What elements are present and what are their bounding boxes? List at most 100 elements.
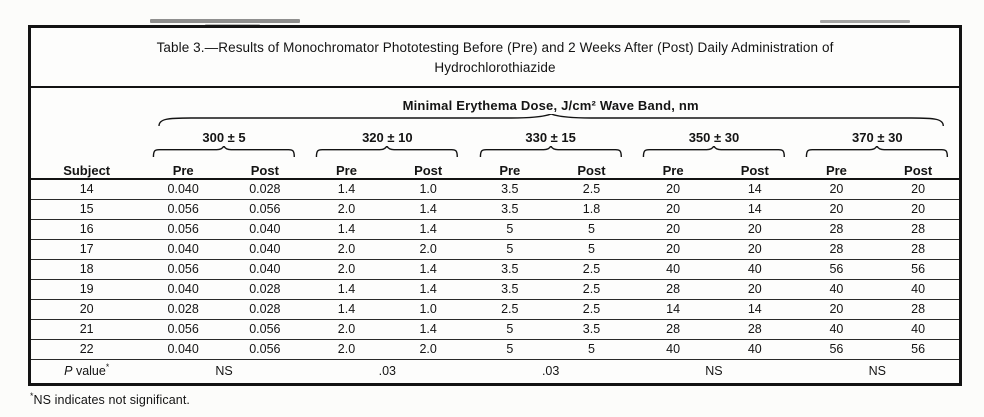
subject-cell: 19 — [31, 278, 143, 299]
pre-column-header: Pre — [142, 158, 225, 180]
value-cell: 3.5 — [501, 182, 519, 197]
p-value-row: P value* NS .03 .03 NS NS — [31, 358, 959, 383]
post-column-header: Post — [713, 158, 796, 180]
value-cell: 20 — [713, 218, 796, 239]
pre-column-header: Pre — [632, 158, 714, 180]
value-cell: 56 — [795, 258, 878, 279]
p-value-cell: NS — [795, 358, 959, 383]
subject-column-header: Subject — [31, 158, 143, 180]
value-cell: 1.4 — [305, 278, 388, 299]
value-cell: 20 — [632, 238, 714, 259]
post-column-header: Post — [550, 158, 633, 180]
value-cell: 2.0 — [387, 338, 469, 359]
value-cell: 20 — [877, 198, 959, 219]
subject-cell: 16 — [31, 218, 143, 239]
empty-cell — [31, 145, 142, 158]
value-cell: 3.5 — [468, 278, 551, 299]
value-cell: 3.5 — [550, 318, 633, 339]
value-cell: 28 — [713, 318, 796, 339]
wave-band-row: 300 ± 5 320 ± 10 330 ± 15 350 ± 30 370 ±… — [31, 126, 959, 145]
value-cell: 28 — [795, 238, 878, 259]
wave-band-label: 320 ± 10 — [362, 130, 413, 145]
value-cell: 0.040 — [142, 238, 225, 259]
value-cell: 0.040 — [224, 218, 306, 239]
table-row: 15 0.056 0.056 2.0 1.4 3.5 1.8 20 14 20 20 — [31, 198, 959, 219]
empty-cell — [31, 126, 142, 145]
value-cell: 2.0 — [305, 318, 388, 339]
subject-cell: 14 — [79, 182, 94, 197]
brace-decoration — [796, 145, 959, 158]
value-cell: 1.4 — [387, 258, 469, 279]
wave-band-label: 370 ± 30 — [852, 130, 903, 145]
value-cell: 3.5 — [468, 198, 551, 219]
value-cell: 0.028 — [224, 278, 306, 299]
value-cell: 28 — [632, 278, 714, 299]
subject-cell: 15 — [31, 198, 143, 219]
value-cell: 28 — [632, 318, 714, 339]
value-cell: 20 — [911, 182, 926, 197]
value-cell: 2.5 — [582, 182, 601, 197]
value-cell: 1.4 — [387, 278, 469, 299]
value-cell: 40 — [713, 258, 796, 279]
value-cell: 0.056 — [224, 198, 306, 219]
wave-band-label: 350 ± 30 — [688, 130, 740, 145]
table-row: 14 0.040 0.028 1.4 1.0 3.5 2.5 20 14 20 20 — [31, 179, 959, 199]
value-cell: 56 — [795, 338, 878, 359]
value-cell: 2.0 — [305, 238, 388, 259]
value-cell: 5 — [468, 218, 551, 239]
value-cell: 0.028 — [224, 298, 306, 319]
table-row: 17 0.040 0.040 2.0 2.0 5 5 20 20 28 28 — [31, 238, 959, 259]
value-cell: 40 — [632, 258, 714, 279]
p-value-cell: .03 — [468, 358, 633, 383]
value-cell: 1.8 — [550, 198, 633, 219]
value-cell: 0.056 — [142, 198, 225, 219]
empty-cell — [31, 88, 142, 113]
value-cell: 5 — [468, 338, 551, 359]
p-value-cell: NS — [142, 358, 306, 383]
value-cell: 14 — [713, 198, 796, 219]
spanner-row: Minimal Erythema Dose, J/cm² Wave Band, … — [31, 88, 959, 113]
value-cell: 1.0 — [419, 182, 437, 197]
table-row: 20 0.028 0.028 1.4 1.0 2.5 2.5 14 14 20 28 — [31, 298, 959, 319]
pre-column-header: Pre — [305, 158, 388, 180]
table-title: Table 3.—Results of Monochromator Photot… — [31, 28, 959, 88]
table-row: 18 0.056 0.040 2.0 1.4 3.5 2.5 40 40 56 56 — [31, 258, 959, 279]
table-title-line2: Hydrochlorothiazide — [434, 60, 556, 75]
value-cell: 0.028 — [249, 182, 281, 197]
value-cell: 1.0 — [387, 298, 469, 319]
value-cell: 20 — [713, 238, 796, 259]
post-column-header: Post — [387, 158, 469, 180]
value-cell: 5 — [550, 338, 633, 359]
subject-cell: 20 — [31, 298, 143, 319]
value-cell: 40 — [632, 338, 714, 359]
value-cell: 5 — [468, 318, 551, 339]
empty-cell — [31, 113, 142, 126]
brace-decoration — [632, 145, 795, 158]
table-row: 16 0.056 0.040 1.4 1.4 5 5 20 20 28 28 — [31, 218, 959, 239]
value-cell: 28 — [877, 238, 959, 259]
value-cell: 28 — [877, 218, 959, 239]
subject-cell: 22 — [31, 338, 143, 359]
value-cell: 20 — [829, 182, 844, 197]
footnote-asterisk: * — [30, 390, 34, 401]
value-cell: 1.4 — [387, 198, 469, 219]
subject-cell: 21 — [31, 318, 143, 339]
value-cell: 2.0 — [305, 338, 388, 359]
value-cell: 0.056 — [224, 318, 306, 339]
p-label-text: value — [72, 364, 106, 379]
value-cell: 5 — [468, 238, 551, 259]
value-cell: 20 — [632, 198, 714, 219]
value-cell: 20 — [713, 278, 796, 299]
value-cell: 0.040 — [224, 258, 306, 279]
value-cell: 5 — [550, 238, 633, 259]
subject-cell: 18 — [31, 258, 143, 279]
value-cell: 1.4 — [387, 218, 469, 239]
footnote-text: NS indicates not significant. — [33, 393, 190, 407]
value-cell: 3.5 — [468, 258, 551, 279]
big-brace-decoration — [142, 113, 959, 126]
value-cell: 0.040 — [142, 278, 225, 299]
value-cell: 0.056 — [142, 258, 225, 279]
p-value-cell: .03 — [305, 358, 469, 383]
value-cell: 2.0 — [305, 198, 388, 219]
value-cell: 0.056 — [142, 318, 225, 339]
